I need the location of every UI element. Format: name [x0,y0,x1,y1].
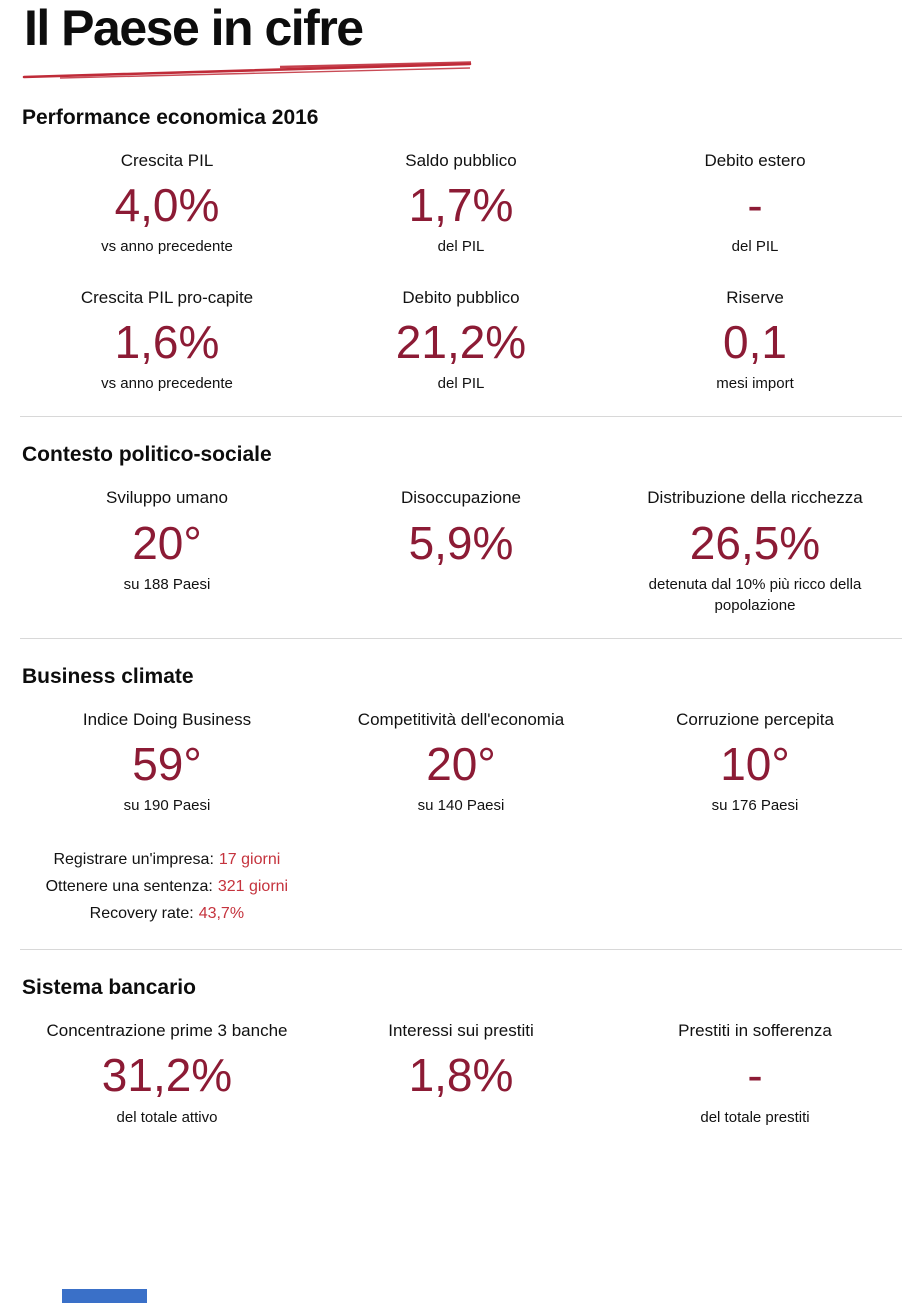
stat-card-saldo-pubblico: Saldo pubblico 1,7% del PIL [314,150,608,257]
note-label: Recovery rate: [89,905,194,923]
stat-sublabel: del PIL [731,238,779,256]
stat-value: 4,0% [114,179,220,232]
stat-value: 1,6% [114,316,220,369]
stat-card-debito-pubblico: Debito pubblico 21,2% del PIL [314,287,608,394]
stats-grid: Sviluppo umano 20° su 188 Paesi Disoccup… [20,487,902,615]
section-divider [20,637,902,639]
stat-card-crescita-pil: Crescita PIL 4,0% vs anno precedente [20,150,314,257]
stat-label: Concentrazione prime 3 banche [46,1021,288,1041]
section-heading: Contesto politico-sociale [22,443,272,467]
stat-value: 5,9% [408,516,514,569]
stat-label: Indice Doing Business [82,709,252,729]
stat-card-debito-estero: Debito estero - del PIL [608,150,902,257]
stat-label: Saldo pubblico [405,151,517,170]
stat-card-crescita-pil-pro-capite: Crescita PIL pro-capite 1,6% vs anno pre… [20,287,314,394]
stat-sublabel: mesi import [716,375,794,393]
business-notes: Registrare un'impresa: 17 giorni Ottenere… [20,846,314,928]
note-row-registrare-impresa: Registrare un'impresa: 17 giorni [20,846,314,873]
stat-card-sviluppo-umano: Sviluppo umano 20° su 188 Paesi [20,487,314,615]
section-heading: Performance economica 2016 [22,106,319,129]
stat-label: Interessi sui prestiti [388,1021,534,1041]
stat-label: Debito pubblico [402,288,520,308]
note-value: 43,7% [198,905,245,923]
section-divider [20,949,902,951]
stat-label: Sviluppo umano [106,488,228,508]
stat-sublabel: detenuta dal 10% più ricco della popolaz… [648,575,862,614]
stat-sublabel: su 176 Paesi [711,796,799,814]
stat-card-disoccupazione: Disoccupazione 5,9% [314,487,608,615]
stat-card-corruzione: Corruzione percepita 10° su 176 Paesi [608,709,902,816]
section-divider [20,416,902,418]
stat-card-concentrazione-banche: Concentrazione prime 3 banche 31,2% del … [20,1020,314,1127]
note-row-recovery-rate: Recovery rate: 43,7% [20,900,314,927]
note-value: 17 giorni [218,850,281,868]
page-title: Il Paese in cifre [24,0,364,56]
stat-label: Riserve [726,288,784,308]
stat-value: 10° [720,737,790,790]
stat-value: 21,2% [395,316,527,369]
stats-grid: Concentrazione prime 3 banche 31,2% del … [20,1020,902,1127]
section-sistema-bancario: Sistema bancario Concentrazione prime 3 … [20,976,902,1127]
stat-sublabel: del PIL [437,238,485,256]
stat-label: Debito estero [704,151,806,170]
stat-label: Competitività dell'economia [357,709,565,729]
stats-grid: Crescita PIL 4,0% vs anno precedente Sal… [20,150,902,394]
stat-label: Disoccupazione [400,488,521,508]
stat-card-distribuzione-ricchezza: Distribuzione della ricchezza 26,5% dete… [608,487,902,615]
footer-bar [62,1289,147,1303]
stat-label: Prestiti in sofferenza [678,1021,832,1041]
stat-sublabel: del PIL [437,375,485,393]
stat-sublabel: del totale prestiti [700,1108,810,1126]
stat-value: 26,5% [689,516,821,569]
note-label: Ottenere una sentenza: [45,878,213,895]
stat-card-interessi-prestiti: Interessi sui prestiti 1,8% [314,1020,608,1127]
stat-value: 1,8% [408,1049,514,1102]
section-heading: Sistema bancario [22,976,196,1000]
section-performance-economica: Performance economica 2016 Crescita PIL … [20,106,902,394]
section-contesto-politico-sociale: Contesto politico-sociale Sviluppo umano… [20,443,902,615]
title-underline-decoration [22,61,472,79]
stat-value: - [747,179,763,232]
section-heading: Business climate [22,664,194,688]
stat-label: Corruzione percepita [676,709,834,729]
note-value: 321 giorni [217,878,289,895]
stat-value: 0,1 [723,316,787,369]
stat-sublabel: su 190 Paesi [123,796,211,814]
stat-card-doing-business: Indice Doing Business 59° su 190 Paesi [20,709,314,816]
stat-value: 31,2% [101,1049,233,1102]
stat-label: Distribuzione della ricchezza [647,488,863,508]
stat-card-riserve: Riserve 0,1 mesi import [608,287,902,394]
stat-value: - [747,1049,763,1102]
stat-label: Crescita PIL [120,151,214,170]
stat-sublabel: su 188 Paesi [123,575,211,593]
stat-sublabel: vs anno precedente [101,238,233,256]
note-label: Registrare un'impresa: [53,850,214,868]
stat-value: 1,7% [408,179,514,232]
section-business-climate: Business climate Indice Doing Business 5… [20,665,902,928]
stat-value: 20° [426,737,496,790]
stat-card-competitivita: Competitività dell'economia 20° su 140 P… [314,709,608,816]
note-row-ottenere-sentenza: Ottenere una sentenza: 321 giorni [20,873,314,900]
stat-sublabel: vs anno precedente [101,375,233,393]
stat-value: 59° [132,737,202,790]
report-page: Il Paese in cifre Performance economica … [20,0,902,1127]
stat-card-prestiti-sofferenza: Prestiti in sofferenza - del totale pres… [608,1020,902,1127]
stat-sublabel: su 140 Paesi [417,796,505,814]
stat-label: Crescita PIL pro-capite [80,288,254,308]
stat-value: 20° [132,516,202,569]
stat-sublabel: del totale attivo [116,1108,218,1126]
stats-grid: Indice Doing Business 59° su 190 Paesi C… [20,709,902,816]
